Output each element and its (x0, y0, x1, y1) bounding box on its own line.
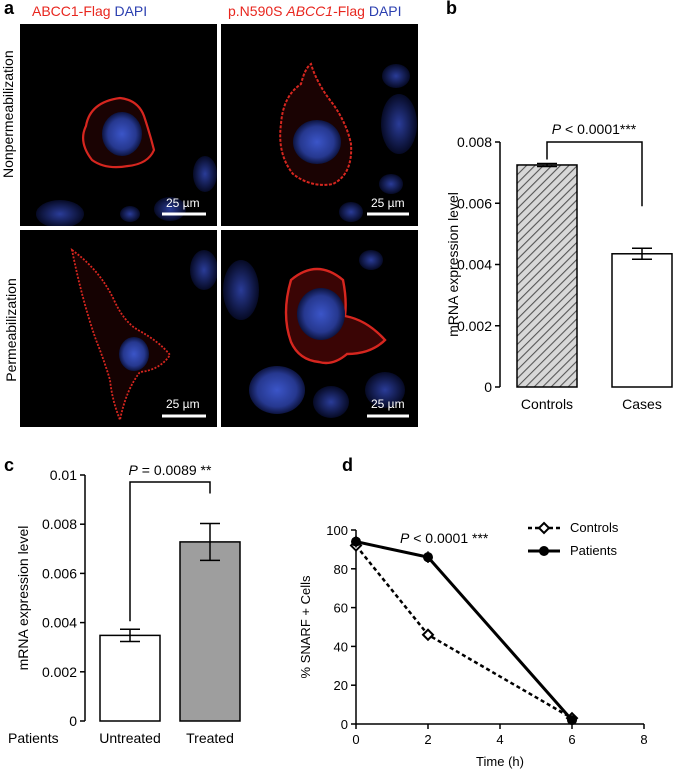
scale-bar-label-4: 25 µm (371, 397, 405, 411)
panel-d-ytick-label: 20 (334, 678, 348, 693)
panel-b-ylabel: mRNA expression level (445, 192, 461, 337)
scale-bar-label-1: 25 µm (166, 196, 200, 210)
panel-d-point-patients (351, 536, 361, 547)
scale-bar-label-2: 25 µm (371, 196, 405, 210)
panel-d-xlabel: Time (h) (476, 754, 524, 769)
panel-d-point-controls (421, 628, 435, 642)
panel-d-ytick-label: 40 (334, 639, 348, 654)
col2-header-mutation: p.N590S (228, 3, 287, 19)
row2-label: Permeabilization (3, 278, 19, 382)
col2-header-flag: -Flag (333, 3, 365, 19)
micrograph-mut-nonperm: 25 µm (221, 24, 418, 226)
b-xtick-label: Cases (622, 396, 662, 412)
b-bar-cases (611, 253, 673, 388)
b-ytick-label: 0.006 (457, 195, 492, 211)
panel-d-ytick-label: 0 (341, 717, 348, 732)
micrograph-mut-perm: 25 µm (221, 230, 418, 427)
c-ytick-label: 0 (69, 713, 77, 729)
c-bar-untreated (99, 634, 161, 722)
panel-b-letter: b (446, 0, 457, 18)
panel-d-ytick-label: 100 (326, 523, 348, 538)
b-ytick-label: 0 (484, 379, 492, 395)
panel-d-xtick-label: 6 (568, 732, 575, 747)
panel-d-ytick-label: 80 (334, 562, 348, 577)
panel-c-row-label: Patients (8, 730, 59, 746)
panel-c-significance-bracket (129, 481, 211, 622)
c-ytick-label: 0.008 (42, 516, 77, 532)
b-xtick-label: Controls (521, 396, 573, 412)
panel-d-letter: d (342, 455, 353, 475)
panel-c-chart: 0 0.002 0.004 0.006 0.008 0.01 Untreated Treat… (8, 462, 241, 746)
panel-b-chart: 0 0.002 0.004 0.006 0.008 Controls Cases mRNA… (445, 121, 673, 412)
c-ytick-label: 0.004 (42, 615, 77, 631)
panel-d-legend-label-controls: Controls (570, 520, 619, 535)
panel-d-chart: 0 20 40 60 80 100 0 2 4 6 8 % SNARF + Cells Time … (298, 520, 648, 769)
micrograph-wt-nonperm: 25 µm (20, 24, 217, 226)
panel-c-letter: c (4, 455, 15, 475)
micrograph-wt-perm: 25 µm (20, 230, 217, 427)
panel-c-ylabel: mRNA expression level (15, 526, 31, 671)
panel-b-pvalue: P < 0.0001*** (552, 121, 637, 137)
row1-label: Nonpermeabilization (0, 50, 16, 178)
panel-d-xtick-label: 8 (640, 732, 647, 747)
b-ytick-label: 0.002 (457, 318, 492, 334)
panel-d-ylabel: % SNARF + Cells (298, 575, 313, 678)
panel-d-point-patients (423, 552, 433, 563)
c-ytick-label: 0.006 (42, 565, 77, 581)
b-bar-controls (516, 164, 578, 388)
panel-b-significance-bracket (546, 141, 643, 207)
c-xtick-label: Treated (186, 730, 234, 746)
panel-d-legend-marker-patients (539, 546, 549, 556)
b-ytick-label: 0.004 (457, 257, 492, 273)
panel-d-series-line-controls (355, 544, 573, 720)
panel-d-series-line-patients (355, 540, 574, 722)
panel-d-legend-label-patients: Patients (570, 543, 617, 558)
panel-d-pvalue: P < 0.0001 *** (400, 530, 489, 546)
col2-header-gene: ABCC1 (286, 3, 334, 19)
c-ytick-label: 0.01 (50, 467, 77, 483)
panel-a-letter: a (4, 0, 15, 18)
col1-header: ABCC1-Flag DAPI (32, 3, 147, 19)
col1-header-flag: ABCC1-Flag (32, 3, 111, 19)
c-bar-treated (179, 541, 241, 722)
col2-header-dapi: DAPI (368, 3, 402, 19)
c-xtick-label: Untreated (99, 730, 160, 746)
scale-bar-label-3: 25 µm (166, 397, 200, 411)
col2-header: p.N590S ABCC1-Flag DAPI (228, 3, 402, 19)
panel-d-ytick-label: 60 (334, 601, 348, 616)
panel-c-pvalue: P = 0.0089 ** (129, 462, 212, 478)
c-ytick-label: 0.002 (42, 664, 77, 680)
panel-d-xtick-label: 4 (496, 732, 503, 747)
panel-d-legend-marker-controls (537, 521, 551, 535)
col1-header-dapi: DAPI (114, 3, 148, 19)
panel-d-xtick-label: 0 (352, 732, 359, 747)
panel-d-xtick-label: 2 (424, 732, 431, 747)
b-ytick-label: 0.008 (457, 134, 492, 150)
panel-d-point-patients (567, 715, 577, 726)
